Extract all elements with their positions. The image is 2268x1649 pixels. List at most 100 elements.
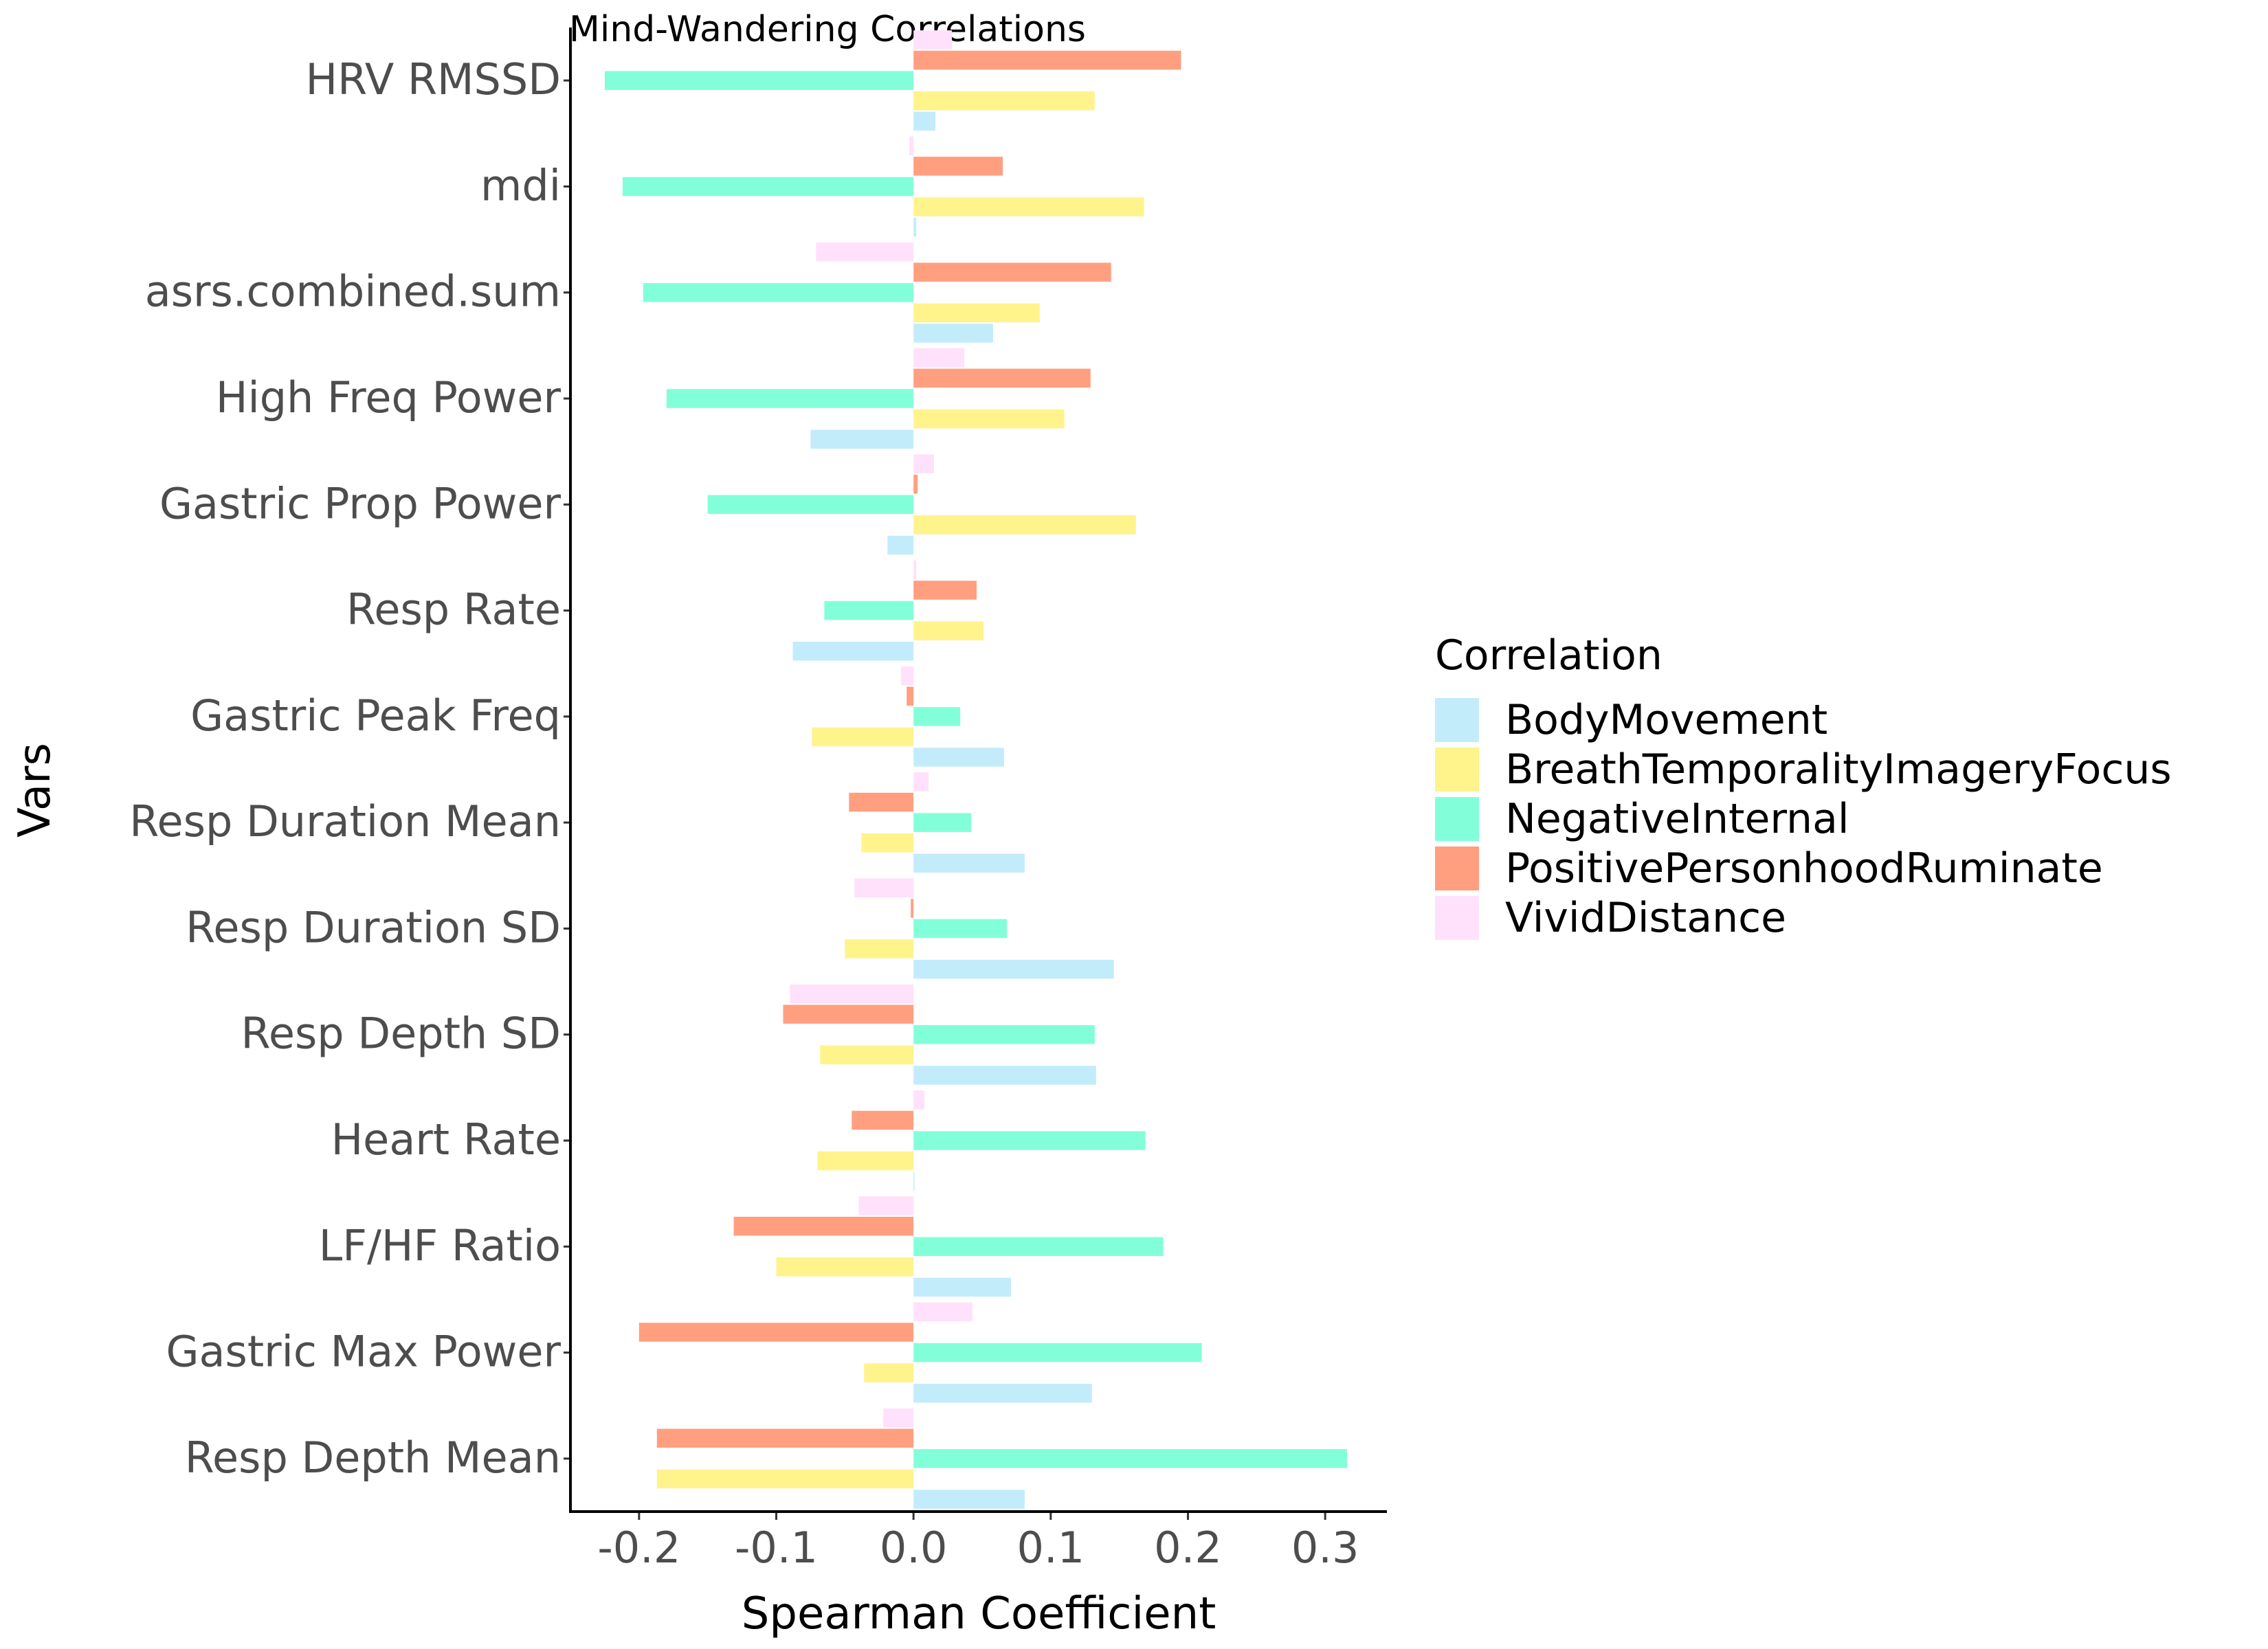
bar-resp-duration-sd-negativeinternal — [913, 919, 1007, 939]
x-tick-label: -0.1 — [735, 1523, 818, 1573]
bar-gastric-peak-freq-vividdistance — [901, 666, 914, 686]
bar-asrs-combined-sum-vividdistance — [816, 242, 914, 262]
x-tick-label: 0.2 — [1154, 1523, 1222, 1573]
bar-mdi-vividdistance — [909, 136, 914, 155]
bar-gastric-prop-power-breathtemporalityimageryfocus — [913, 515, 1136, 535]
bar-resp-depth-sd-positivepersonhoodruminate — [783, 1005, 914, 1024]
legend-key-breathtemporalityimageryfocus — [1435, 748, 1479, 792]
chart-title: Mind-Wandering Correlations — [569, 9, 1086, 50]
x-tick-label: 0.1 — [1017, 1523, 1085, 1573]
bar-resp-depth-sd-breathtemporalityimageryfocus — [820, 1045, 914, 1065]
y-tick-label: Resp Depth Mean — [185, 1433, 561, 1483]
legend-label-breathtemporalityimageryfocus: BreathTemporalityImageryFocus — [1505, 745, 2172, 794]
bar-resp-rate-bodymovement — [792, 642, 914, 661]
x-tick-label: 0.0 — [880, 1523, 948, 1573]
bar-resp-duration-mean-bodymovement — [913, 853, 1025, 873]
y-tick-label: Gastric Max Power — [166, 1327, 562, 1377]
legend-key-positivepersonhoodruminate — [1435, 846, 1479, 890]
bar-resp-duration-mean-vividdistance — [913, 772, 929, 792]
y-tick-label: asrs.combined.sum — [145, 267, 561, 317]
bar-gastric-prop-power-vividdistance — [913, 454, 935, 473]
y-tick-label: Heart Rate — [331, 1114, 561, 1165]
legend-label-positivepersonhoodruminate: PositivePersonhoodRuminate — [1505, 844, 2103, 893]
bar-high-freq-power-positivepersonhoodruminate — [913, 368, 1091, 388]
y-tick-label: Resp Duration Mean — [129, 796, 561, 846]
bar-resp-duration-mean-breathtemporalityimageryfocus — [861, 833, 914, 853]
bar-gastric-peak-freq-positivepersonhoodruminate — [907, 686, 914, 706]
bar-heart-rate-positivepersonhoodruminate — [852, 1110, 914, 1130]
y-tick-label: HRV RMSSD — [306, 54, 561, 104]
y-tick-label: mdi — [480, 160, 561, 210]
bar-lf-hf-ratio-bodymovement — [913, 1277, 1011, 1297]
legend: Correlation BodyMovementBreathTemporalit… — [1435, 631, 2172, 942]
bar-high-freq-power-bodymovement — [810, 429, 914, 449]
bar-gastric-prop-power-negativeinternal — [707, 495, 914, 514]
bar-resp-depth-sd-vividdistance — [790, 984, 914, 1004]
bar-asrs-combined-sum-bodymovement — [913, 324, 993, 343]
bar-gastric-peak-freq-bodymovement — [913, 748, 1004, 767]
y-tick-label: Resp Depth SD — [241, 1009, 561, 1059]
bar-gastric-peak-freq-negativeinternal — [913, 707, 961, 726]
bar-asrs-combined-sum-negativeinternal — [643, 283, 914, 302]
bar-layer — [604, 30, 1348, 1509]
bar-heart-rate-vividdistance — [913, 1090, 925, 1110]
bar-resp-depth-mean-bodymovement — [913, 1490, 1025, 1509]
legend-label-vividdistance: VividDistance — [1505, 894, 1786, 942]
bar-hrv-rmssd-positivepersonhoodruminate — [913, 50, 1181, 70]
x-tick-label: -0.2 — [597, 1523, 680, 1573]
bar-resp-depth-sd-negativeinternal — [913, 1025, 1095, 1044]
bar-resp-depth-mean-breathtemporalityimageryfocus — [656, 1469, 914, 1489]
bar-resp-duration-sd-breathtemporalityimageryfocus — [845, 939, 914, 958]
bar-hrv-rmssd-bodymovement — [913, 111, 936, 131]
bar-resp-duration-sd-vividdistance — [854, 878, 914, 897]
bar-high-freq-power-breathtemporalityimageryfocus — [913, 409, 1065, 429]
y-tick-label: Resp Rate — [346, 585, 561, 635]
bar-resp-rate-vividdistance — [913, 560, 917, 580]
y-tick-label: LF/HF Ratio — [319, 1220, 561, 1270]
legend-key-negativeinternal — [1435, 797, 1479, 841]
bar-gastric-prop-power-positivepersonhoodruminate — [913, 474, 918, 494]
bar-gastric-prop-power-bodymovement — [887, 535, 914, 555]
bar-gastric-max-power-breathtemporalityimageryfocus — [864, 1363, 914, 1382]
x-tick-label: 0.3 — [1291, 1523, 1359, 1573]
x-tick-layer: -0.2 -0.1 0.0 0.1 0.2 0.3 — [597, 1512, 1359, 1573]
bar-mdi-breathtemporalityimageryfocus — [913, 197, 1144, 216]
bar-lf-hf-ratio-negativeinternal — [913, 1237, 1164, 1256]
y-tick-layer: HRV RMSSD mdi asrs.combined.sum High Freq P… — [129, 54, 570, 1483]
bar-gastric-max-power-bodymovement — [913, 1384, 1092, 1403]
bar-resp-depth-mean-negativeinternal — [913, 1449, 1348, 1468]
bar-gastric-max-power-positivepersonhoodruminate — [638, 1323, 914, 1342]
bar-lf-hf-ratio-vividdistance — [858, 1196, 914, 1215]
bar-high-freq-power-negativeinternal — [666, 389, 914, 408]
bar-gastric-peak-freq-breathtemporalityimageryfocus — [812, 727, 914, 747]
bar-mdi-bodymovement — [913, 217, 917, 237]
y-axis-title: Vars — [10, 743, 60, 838]
bar-high-freq-power-vividdistance — [913, 348, 965, 368]
bar-asrs-combined-sum-positivepersonhoodruminate — [913, 262, 1111, 282]
y-tick-label: High Freq Power — [216, 372, 562, 423]
bar-resp-depth-mean-positivepersonhoodruminate — [656, 1428, 914, 1448]
bar-hrv-rmssd-negativeinternal — [604, 71, 914, 90]
x-axis-title: Spearman Coefficient — [742, 1589, 1216, 1639]
bar-mdi-negativeinternal — [622, 177, 914, 197]
y-tick-label: Resp Duration SD — [186, 902, 561, 952]
legend-key-vividdistance — [1435, 896, 1479, 940]
bar-heart-rate-bodymovement — [913, 1171, 915, 1191]
bar-resp-duration-sd-bodymovement — [913, 959, 1114, 979]
y-tick-label: Gastric Peak Freq — [190, 691, 561, 741]
legend-label-negativeinternal: NegativeInternal — [1505, 795, 1849, 843]
bar-gastric-max-power-negativeinternal — [913, 1343, 1202, 1362]
y-tick-label: Gastric Prop Power — [159, 478, 562, 528]
bar-asrs-combined-sum-breathtemporalityimageryfocus — [913, 303, 1040, 323]
bar-resp-duration-mean-negativeinternal — [913, 813, 972, 832]
bar-heart-rate-negativeinternal — [913, 1131, 1146, 1150]
bar-heart-rate-breathtemporalityimageryfocus — [817, 1151, 914, 1171]
bar-resp-depth-sd-bodymovement — [913, 1066, 1096, 1085]
bar-resp-duration-sd-positivepersonhoodruminate — [911, 899, 914, 918]
bar-resp-rate-positivepersonhoodruminate — [913, 581, 977, 600]
bar-resp-rate-negativeinternal — [824, 601, 914, 620]
bar-gastric-max-power-vividdistance — [913, 1302, 973, 1322]
legend-label-bodymovement: BodyMovement — [1505, 696, 1827, 744]
bar-mdi-positivepersonhoodruminate — [913, 157, 1003, 176]
